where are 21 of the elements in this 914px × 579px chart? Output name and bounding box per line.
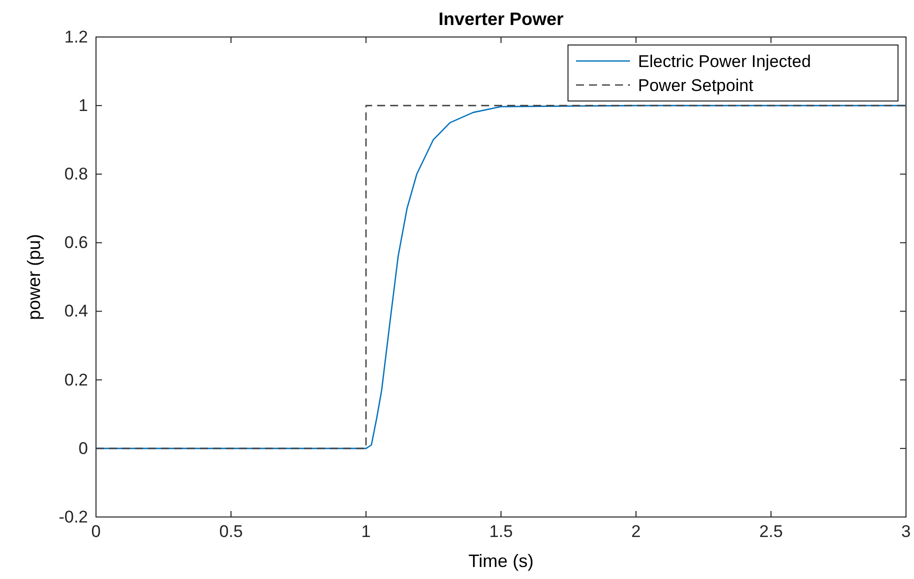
x-tick-label: 1.5	[489, 522, 513, 542]
y-tick-label: 1.2	[64, 27, 88, 46]
x-tick-label: 0.5	[219, 522, 243, 542]
y-tick-label: 0.8	[64, 164, 88, 184]
x-tick-label: 0	[91, 522, 101, 542]
y-tick-label: 0.6	[64, 233, 88, 252]
chart-title: Inverter Power	[438, 9, 564, 29]
x-tick-label: 3	[901, 522, 911, 542]
y-tick-label: -0.2	[58, 507, 88, 526]
y-tick-label: 0	[78, 438, 88, 458]
x-tick-label: 2.5	[759, 522, 783, 542]
y-tick-label: 1	[78, 96, 88, 116]
x-tick-label: 2	[631, 522, 641, 542]
y-tick-label: 0.4	[64, 302, 88, 321]
x-tick-label: 1	[361, 522, 371, 542]
legend-label: Power Setpoint	[638, 76, 754, 95]
line-series	[95, 104, 907, 450]
y-axis-title: power (pu)	[24, 234, 44, 320]
x-axis-title: Time (s)	[468, 551, 534, 571]
y-tick-label: 0.2	[64, 370, 88, 390]
legend-label: Electric Power Injected	[638, 52, 811, 71]
